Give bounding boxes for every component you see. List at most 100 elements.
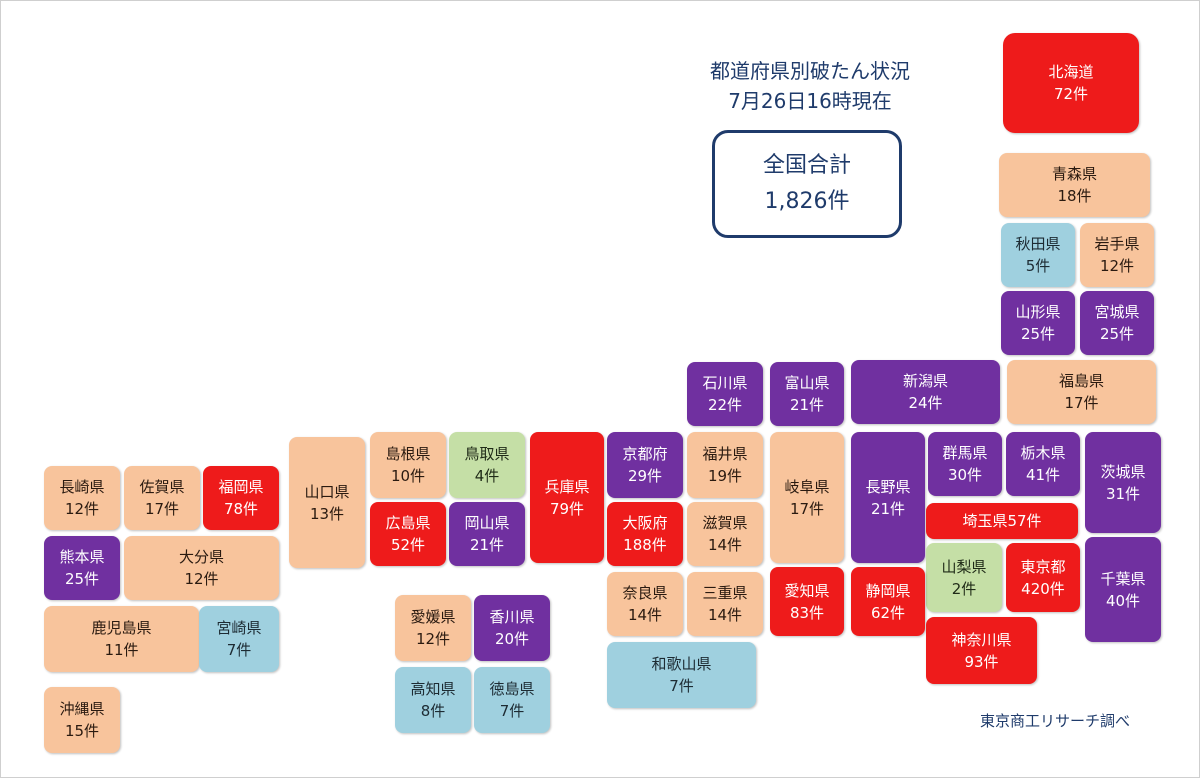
prefecture-count: 12件 <box>64 500 100 518</box>
prefecture-count: 14件 <box>707 606 743 624</box>
prefecture-tile-kyoto[interactable]: 京都府 29件 <box>607 432 683 498</box>
prefecture-tile-osaka[interactable]: 大阪府 188件 <box>607 502 683 566</box>
prefecture-count: 29件 <box>627 467 663 485</box>
total-value: 1,826件 <box>764 189 850 214</box>
map-title: 都道府県別破たん状況 7月26日16時現在 <box>640 56 980 116</box>
prefecture-tile-tokyo[interactable]: 東京都 420件 <box>1006 543 1080 612</box>
prefecture-tile-kochi[interactable]: 高知県 8件 <box>395 667 471 733</box>
prefecture-tile-aichi[interactable]: 愛知県 83件 <box>770 567 844 636</box>
prefecture-name: 長崎県 <box>59 478 105 496</box>
prefecture-name: 佐賀県 <box>139 478 185 496</box>
prefecture-count: 8件 <box>420 702 446 720</box>
prefecture-tile-hiroshima[interactable]: 広島県 52件 <box>370 502 446 566</box>
prefecture-tile-ehime[interactable]: 愛媛県 12件 <box>395 595 471 661</box>
prefecture-tile-miyagi[interactable]: 宮城県 25件 <box>1080 291 1154 355</box>
prefecture-tile-fukushima[interactable]: 福島県 17件 <box>1007 360 1156 424</box>
prefecture-name: 富山県 <box>784 374 830 392</box>
prefecture-name: 兵庫県 <box>544 477 590 496</box>
prefecture-tile-oita[interactable]: 大分県 12件 <box>124 536 279 600</box>
prefecture-name: 岩手県 <box>1094 235 1140 253</box>
prefecture-tile-gunma[interactable]: 群馬県 30件 <box>928 432 1002 496</box>
prefecture-name: 東京都 <box>1020 557 1066 576</box>
prefecture-tile-fukuoka[interactable]: 福岡県 78件 <box>203 466 279 530</box>
prefecture-tile-fukui[interactable]: 福井県 19件 <box>687 432 763 498</box>
prefecture-count: 78件 <box>223 500 259 518</box>
prefecture-tile-yamagata[interactable]: 山形県 25件 <box>1001 291 1075 355</box>
prefecture-count: 11件 <box>104 641 139 659</box>
prefecture-count: 24件 <box>908 394 943 412</box>
prefecture-tile-toyama[interactable]: 富山県 21件 <box>770 362 844 426</box>
prefecture-name: 山形県 <box>1015 303 1061 321</box>
prefecture-count: 2件 <box>951 579 977 598</box>
prefecture-tile-kanagawa[interactable]: 神奈川県 93件 <box>926 617 1037 684</box>
prefecture-count: 19件 <box>707 467 743 485</box>
prefecture-tile-yamaguchi[interactable]: 山口県 13件 <box>289 437 365 568</box>
prefecture-tile-mie[interactable]: 三重県 14件 <box>687 572 763 636</box>
prefecture-name: 大分県 <box>178 548 224 566</box>
prefecture-tile-ibaraki[interactable]: 茨城県 31件 <box>1085 432 1161 533</box>
prefecture-tile-gifu[interactable]: 岐阜県 17件 <box>770 432 844 563</box>
prefecture-tile-hyogo[interactable]: 兵庫県 79件 <box>530 432 604 563</box>
prefecture-tile-shizuoka[interactable]: 静岡県 62件 <box>851 567 925 636</box>
prefecture-count: 13件 <box>309 504 345 523</box>
prefecture-count: 72件 <box>1053 85 1089 103</box>
prefecture-tile-nagano[interactable]: 長野県 21件 <box>851 432 925 563</box>
prefecture-name: 岡山県 <box>464 514 510 532</box>
prefecture-count: 5件 <box>1025 257 1051 275</box>
prefecture-count: 57件 <box>1007 512 1042 530</box>
prefecture-name: 愛媛県 <box>410 608 456 626</box>
prefecture-name: 徳島県 <box>489 680 535 698</box>
prefecture-count: 420件 <box>1021 579 1065 598</box>
prefecture-tile-shimane[interactable]: 島根県 10件 <box>370 432 446 498</box>
prefecture-tile-shiga[interactable]: 滋賀県 14件 <box>687 502 763 566</box>
prefecture-tile-ishikawa[interactable]: 石川県 22件 <box>687 362 763 426</box>
prefecture-tile-wakayama[interactable]: 和歌山県 7件 <box>607 642 756 708</box>
prefecture-count: 18件 <box>1057 187 1092 205</box>
prefecture-name: 石川県 <box>702 374 748 392</box>
prefecture-count: 15件 <box>64 722 100 740</box>
prefecture-tile-iwate[interactable]: 岩手県 12件 <box>1080 223 1154 287</box>
prefecture-tile-okayama[interactable]: 岡山県 21件 <box>449 502 525 566</box>
prefecture-tile-tochigi[interactable]: 栃木県 41件 <box>1006 432 1080 496</box>
prefecture-tile-tokushima[interactable]: 徳島県 7件 <box>474 667 550 733</box>
prefecture-tile-kumamoto[interactable]: 熊本県 25件 <box>44 536 120 600</box>
prefecture-name: 岐阜県 <box>784 477 830 496</box>
source-credit: 東京商工リサーチ調べ <box>979 712 1130 730</box>
prefecture-name: 香川県 <box>489 608 535 626</box>
prefecture-count: 188件 <box>623 536 667 554</box>
prefecture-tile-kagawa[interactable]: 香川県 20件 <box>474 595 550 661</box>
prefecture-name: 愛知県 <box>784 581 830 600</box>
prefecture-tile-niigata[interactable]: 新潟県 24件 <box>851 360 1000 424</box>
prefecture-count: 25件 <box>1099 325 1135 343</box>
prefecture-name: 山口県 <box>304 482 350 501</box>
prefecture-tile-saitama[interactable]: 埼玉県 57件 <box>926 503 1078 539</box>
prefecture-name: 奈良県 <box>622 584 668 602</box>
prefecture-tile-miyazaki[interactable]: 宮崎県 7件 <box>199 606 279 672</box>
prefecture-tile-tottori[interactable]: 鳥取県 4件 <box>449 432 525 498</box>
prefecture-tile-aomori[interactable]: 青森県 18件 <box>999 153 1150 217</box>
prefecture-count: 93件 <box>964 652 999 671</box>
prefecture-name: 山梨県 <box>941 557 987 576</box>
prefecture-name: 新潟県 <box>902 372 948 390</box>
prefecture-tile-nagasaki[interactable]: 長崎県 12件 <box>44 466 120 530</box>
prefecture-count: 40件 <box>1105 591 1141 610</box>
prefecture-count: 31件 <box>1105 484 1141 503</box>
prefecture-name: 秋田県 <box>1015 235 1061 253</box>
prefecture-tile-okinawa[interactable]: 沖縄県 15件 <box>44 687 120 753</box>
prefecture-tile-saga[interactable]: 佐賀県 17件 <box>124 466 200 530</box>
prefecture-name: 鳥取県 <box>464 445 510 463</box>
prefecture-name: 青森県 <box>1051 165 1097 183</box>
prefecture-tile-chiba[interactable]: 千葉県 40件 <box>1085 537 1161 642</box>
prefecture-tile-yamanashi[interactable]: 山梨県 2件 <box>926 543 1002 612</box>
prefecture-name: 神奈川県 <box>951 630 1012 649</box>
prefecture-count: 25件 <box>1020 325 1056 343</box>
prefecture-tile-kagoshima[interactable]: 鹿児島県 11件 <box>44 606 199 672</box>
prefecture-tile-hokkaido[interactable]: 北海道 72件 <box>1003 33 1139 133</box>
prefecture-count: 41件 <box>1025 466 1061 484</box>
prefecture-name: 宮崎県 <box>216 619 262 637</box>
prefecture-name: 栃木県 <box>1020 444 1066 462</box>
prefecture-name: 静岡県 <box>865 581 911 600</box>
prefecture-tile-akita[interactable]: 秋田県 5件 <box>1001 223 1075 287</box>
prefecture-count: 17件 <box>1064 394 1099 412</box>
prefecture-tile-nara[interactable]: 奈良県 14件 <box>607 572 683 636</box>
